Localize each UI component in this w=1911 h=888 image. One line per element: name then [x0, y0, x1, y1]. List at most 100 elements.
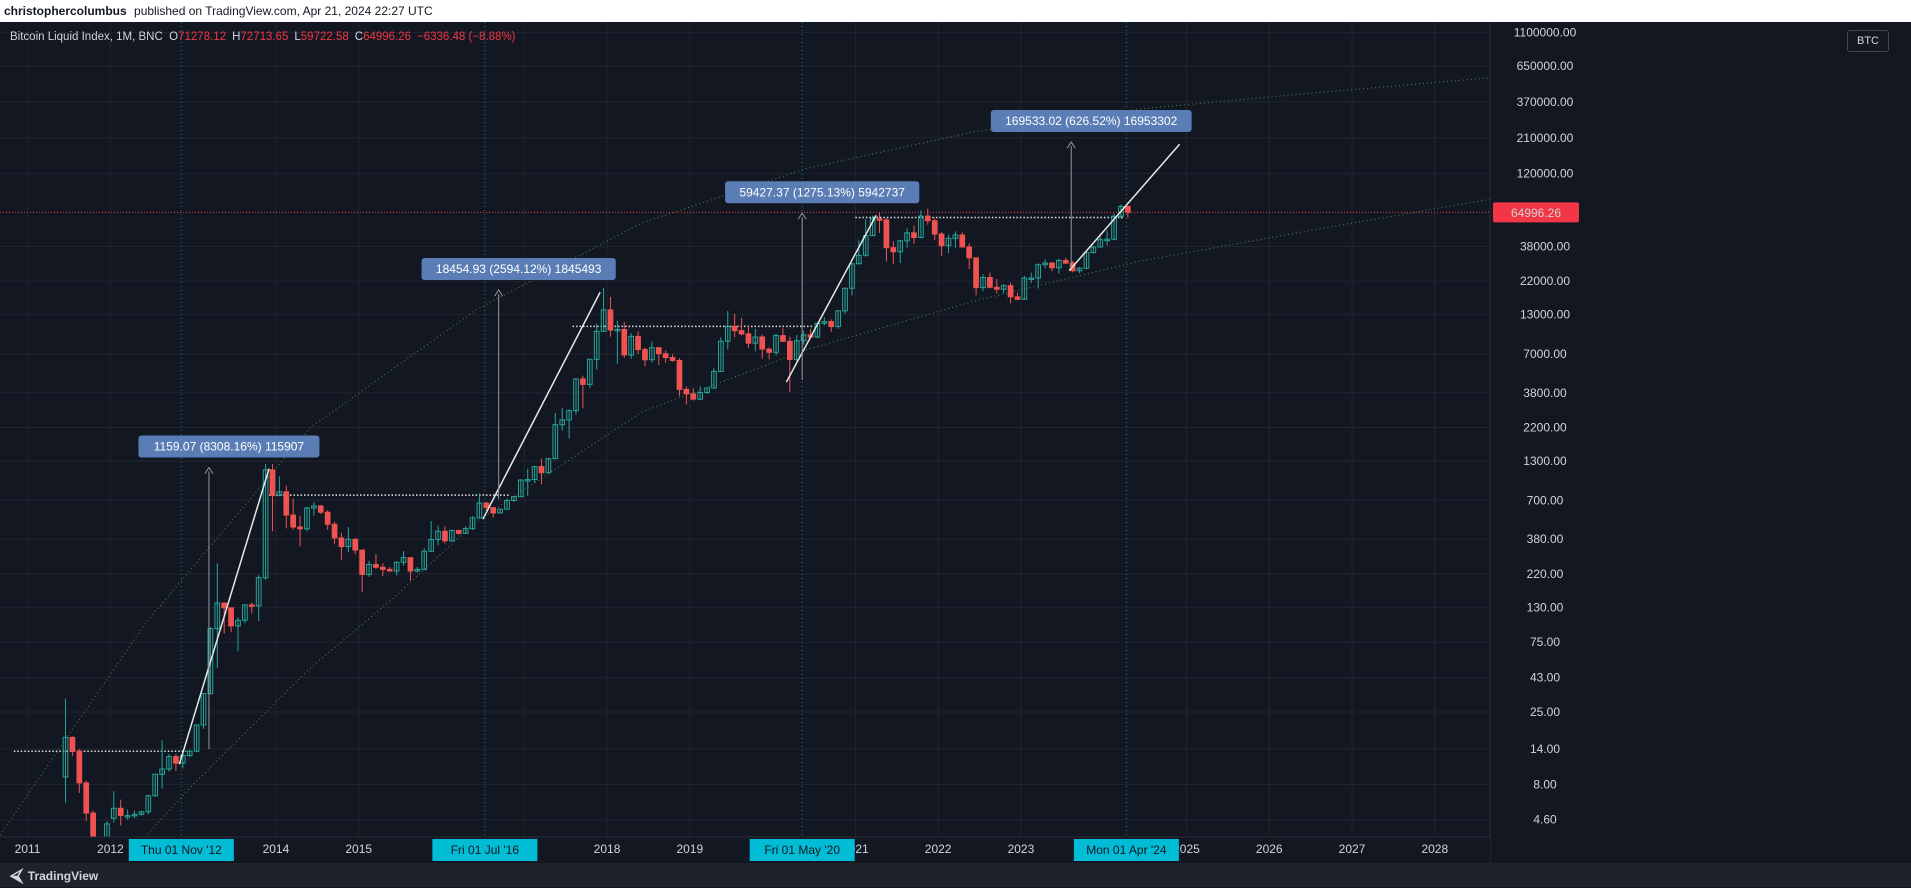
trend-line: [785, 215, 877, 383]
candle-body: [987, 277, 993, 288]
candle: [600, 287, 607, 332]
candle-body: [904, 232, 910, 242]
candle-body: [773, 335, 779, 353]
candle-body: [228, 607, 234, 627]
candle: [883, 217, 890, 262]
author-name[interactable]: christophercolumbus: [4, 4, 127, 18]
candle-body: [897, 240, 904, 253]
candle-body: [931, 220, 938, 235]
candle: [69, 736, 76, 757]
candle: [421, 548, 428, 570]
candle-body: [938, 233, 945, 247]
candle-body: [683, 388, 690, 395]
candle: [1062, 257, 1069, 264]
candle-body: [380, 566, 386, 570]
candle: [297, 515, 303, 547]
candle: [1014, 292, 1021, 301]
candle: [166, 754, 172, 772]
candle: [304, 507, 310, 532]
candle: [124, 809, 131, 820]
price-axis-bg: [1490, 22, 1911, 863]
candle: [649, 341, 655, 363]
axes: 1100000.00 650000.00 370000.00 210000.00 120…: [0, 22, 1911, 863]
candle-body: [269, 469, 276, 496]
candle: [876, 212, 883, 233]
candle-body: [186, 750, 193, 757]
candle-body: [793, 340, 800, 360]
brand-name[interactable]: TradingView: [27, 869, 99, 883]
candle-body: [738, 330, 745, 335]
candle-body: [849, 263, 855, 289]
candle: [455, 529, 462, 535]
candle-body: [124, 815, 131, 818]
candle: [235, 617, 241, 652]
last-price-label: 64996.26: [1511, 206, 1561, 220]
candle-body: [924, 215, 931, 222]
candle-body: [152, 773, 159, 797]
candle: [228, 607, 234, 633]
price-chart[interactable]: 1159.07 (8308.16%) 115907 18454.93 (2594.…: [0, 22, 1911, 863]
candle: [580, 375, 586, 409]
candle: [980, 274, 986, 292]
candle-body: [1076, 267, 1083, 272]
price-tick-label: 75.00: [1530, 635, 1560, 649]
channel-upper-line: [0, 77, 1491, 836]
candle-body: [352, 538, 359, 551]
time-tick-label: 2012: [97, 842, 124, 856]
candle-body: [304, 507, 310, 530]
candle-body: [1049, 262, 1055, 269]
time-marker-badge: [128, 839, 234, 861]
candle: [1049, 261, 1055, 272]
candle: [566, 409, 572, 439]
candle-body: [1097, 239, 1104, 248]
candle: [400, 551, 407, 566]
trend-line: [1068, 143, 1181, 272]
candle-body: [69, 736, 76, 752]
candle-body: [566, 410, 572, 421]
candle-body: [1056, 259, 1062, 269]
candle-body: [718, 340, 724, 372]
measure-label-box: [725, 181, 920, 204]
candle: [497, 508, 503, 514]
candle: [269, 463, 276, 532]
vertical-markers: [180, 22, 1127, 837]
symbol-name[interactable]: Bitcoin Liquid Index, 1M, BNC: [10, 31, 163, 43]
candle: [1021, 275, 1028, 300]
candle: [483, 502, 490, 511]
candle-body: [780, 335, 786, 342]
open-label: O: [169, 31, 179, 43]
candle: [704, 387, 710, 394]
candle-body: [407, 557, 414, 572]
candle: [117, 799, 124, 826]
time-tick-label: 2023: [1008, 842, 1035, 856]
price-tick-label: 120000.00: [1517, 166, 1574, 180]
candle: [324, 510, 331, 530]
candle-body: [1000, 285, 1007, 290]
candle-body: [504, 499, 510, 510]
candle-body: [993, 286, 1000, 290]
candle-body: [855, 254, 862, 265]
candle-body: [835, 310, 841, 328]
candle-body: [517, 479, 524, 498]
candle: [366, 560, 372, 577]
measure-label: 169533.02 (626.52%) 16953302: [1005, 114, 1177, 128]
low-label: L: [294, 31, 301, 43]
candle-body: [131, 813, 138, 817]
candle: [476, 493, 483, 519]
candle-body: [655, 347, 662, 355]
candle: [373, 554, 379, 569]
candle-body: [448, 529, 455, 542]
currency-button[interactable]: BTC: [1847, 30, 1889, 52]
candle-body: [455, 529, 462, 534]
candle-body: [524, 479, 531, 482]
candle: [628, 333, 635, 359]
candle-body: [511, 496, 517, 501]
candle-body: [545, 458, 552, 474]
candle: [317, 505, 324, 514]
time-marker-label: Fri 01 Jul '16: [451, 843, 520, 857]
tradingview-logo-icon[interactable]: ⮘: [10, 865, 23, 885]
chart-area[interactable]: 1159.07 (8308.16%) 115907 18454.93 (2594.…: [0, 22, 1911, 863]
candle: [683, 386, 690, 405]
candle: [200, 693, 207, 729]
candle-body: [345, 538, 352, 548]
